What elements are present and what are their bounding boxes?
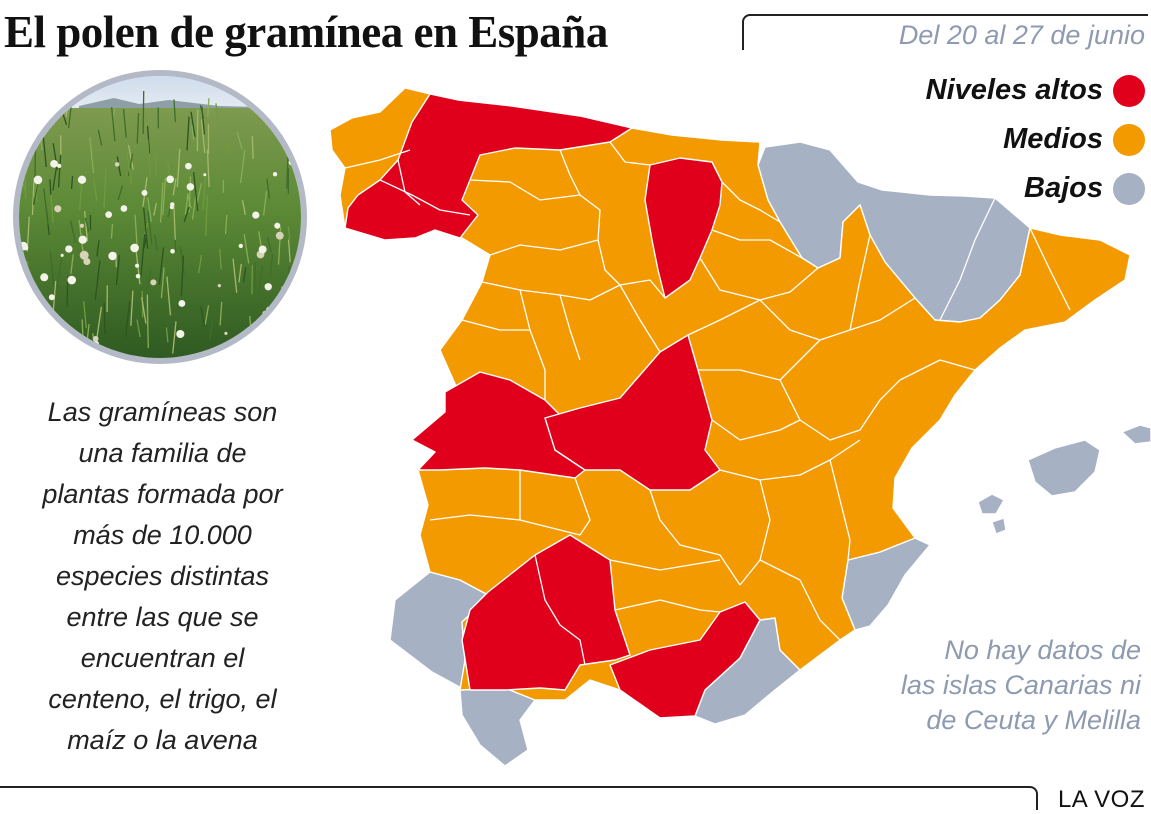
map-island-formentera	[991, 517, 1007, 535]
map-island-minorca	[1121, 424, 1151, 445]
legend-label-low: Bajos	[1024, 172, 1103, 204]
description-line: especies distintas	[55, 561, 270, 591]
legend-item-medium: Medios	[926, 115, 1145, 164]
note-line: las islas Canarias ni	[900, 670, 1141, 700]
title-rule	[742, 14, 1148, 50]
legend-item-low: Bajos	[926, 164, 1145, 213]
legend-swatch-high	[1113, 74, 1145, 107]
footer-rule	[0, 786, 1038, 810]
description-line: centeno, el trigo, el	[48, 684, 277, 714]
legend-swatch-medium	[1113, 123, 1145, 156]
legend: Niveles altos Medios Bajos	[926, 66, 1145, 213]
description-line: más de 10.000	[73, 520, 252, 550]
description-line: maíz o la avena	[67, 725, 258, 755]
note-line: de Ceuta y Melilla	[926, 705, 1141, 735]
legend-item-high: Niveles altos	[926, 66, 1145, 115]
no-data-note: No hay datos de las islas Canarias ni de…	[841, 633, 1141, 738]
description: Las gramíneas son una familia de plantas…	[10, 392, 315, 761]
map-island-ibiza	[977, 493, 1005, 515]
description-line: entre las que se	[66, 602, 259, 632]
map-region-center-south	[461, 534, 631, 691]
province-borders	[344, 141, 1071, 666]
brand-logo: LA VOZ	[1057, 786, 1145, 813]
map-island-majorca	[1027, 439, 1101, 497]
legend-label-high: Niveles altos	[925, 74, 1103, 106]
grass-photo	[13, 70, 307, 364]
description-line: plantas formada por	[42, 479, 283, 509]
page-title: El polen de gramínea en España	[4, 7, 608, 57]
description-line: una familia de	[78, 438, 247, 468]
map-region-north-west	[344, 93, 633, 241]
description-line: encuentran el	[80, 643, 245, 673]
map-region-west	[411, 371, 586, 479]
legend-label-medium: Medios	[1003, 123, 1103, 155]
map-region-south-tip	[459, 687, 536, 767]
map-region-south-east	[609, 601, 761, 719]
description-line: Las gramíneas son	[47, 397, 278, 427]
note-line: No hay datos de	[944, 635, 1141, 665]
legend-swatch-low	[1113, 172, 1145, 205]
date-range: Del 20 al 27 de junio	[898, 20, 1145, 50]
map-region-center-west	[544, 334, 721, 491]
spain-map	[329, 87, 1151, 767]
